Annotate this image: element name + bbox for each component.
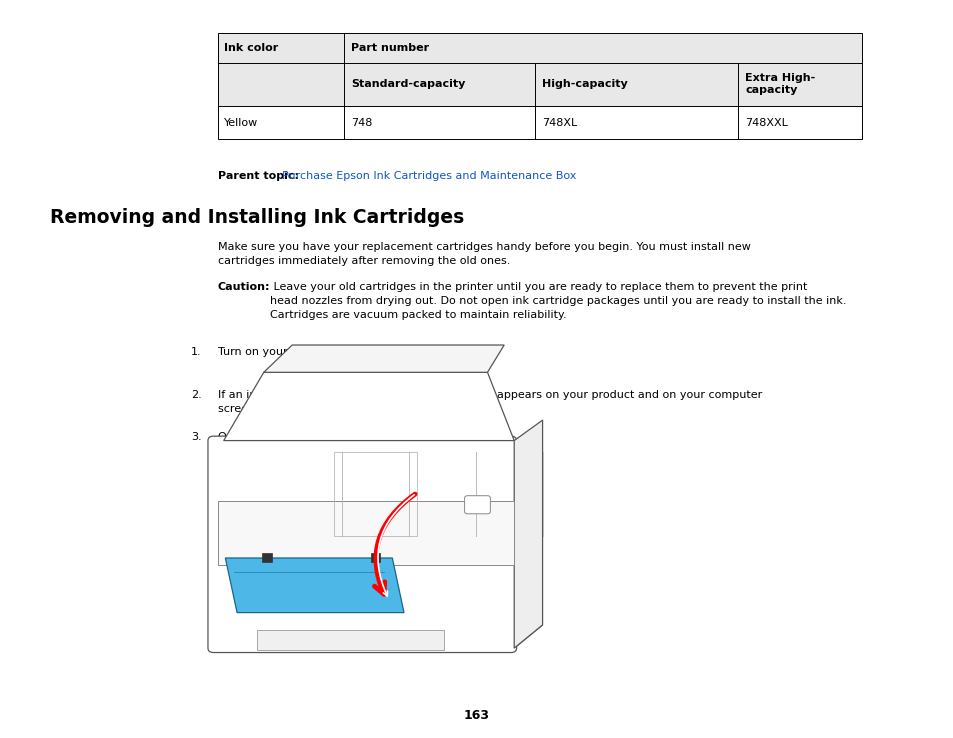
Text: High-capacity: High-capacity (541, 79, 627, 89)
Text: Make sure you have your replacement cartridges handy before you begin. You must : Make sure you have your replacement cart… (217, 242, 750, 266)
FancyBboxPatch shape (371, 553, 380, 562)
FancyBboxPatch shape (464, 496, 490, 514)
FancyBboxPatch shape (262, 553, 272, 562)
Text: 163: 163 (463, 708, 490, 722)
FancyBboxPatch shape (218, 500, 514, 565)
FancyBboxPatch shape (256, 630, 444, 649)
Text: Extra High-
capacity: Extra High- capacity (744, 73, 815, 95)
Text: 748XXL: 748XXL (744, 117, 787, 128)
FancyBboxPatch shape (217, 63, 862, 106)
Text: Standard-capacity: Standard-capacity (351, 79, 465, 89)
Polygon shape (213, 625, 542, 648)
Polygon shape (223, 373, 514, 441)
Text: 748: 748 (351, 117, 372, 128)
Text: 748XL: 748XL (541, 117, 577, 128)
FancyBboxPatch shape (217, 33, 862, 63)
Text: Parent topic:: Parent topic: (217, 171, 302, 182)
Text: Part number: Part number (351, 43, 429, 53)
Text: Ink color: Ink color (224, 43, 278, 53)
Text: Leave your old cartridges in the printer until you are ready to replace them to : Leave your old cartridges in the printer… (270, 282, 845, 320)
Text: Turn on your product.: Turn on your product. (217, 347, 336, 357)
Text: If an ink cartridge is low or expended, a message appears on your product and on: If an ink cartridge is low or expended, … (217, 390, 760, 414)
Polygon shape (225, 558, 404, 613)
Text: 1.: 1. (191, 347, 201, 357)
Text: 3.: 3. (191, 432, 201, 443)
Text: Caution:: Caution: (217, 282, 270, 292)
Text: Purchase Epson Ink Cartridges and Maintenance Box: Purchase Epson Ink Cartridges and Mainte… (282, 171, 577, 182)
Text: 2.: 2. (191, 390, 201, 400)
Text: Open the front cover.: Open the front cover. (217, 432, 336, 443)
FancyBboxPatch shape (217, 106, 862, 139)
Polygon shape (514, 420, 542, 648)
Polygon shape (263, 345, 503, 373)
FancyBboxPatch shape (208, 436, 516, 652)
Text: Removing and Installing Ink Cartridges: Removing and Installing Ink Cartridges (50, 208, 463, 227)
Text: Yellow: Yellow (224, 117, 258, 128)
